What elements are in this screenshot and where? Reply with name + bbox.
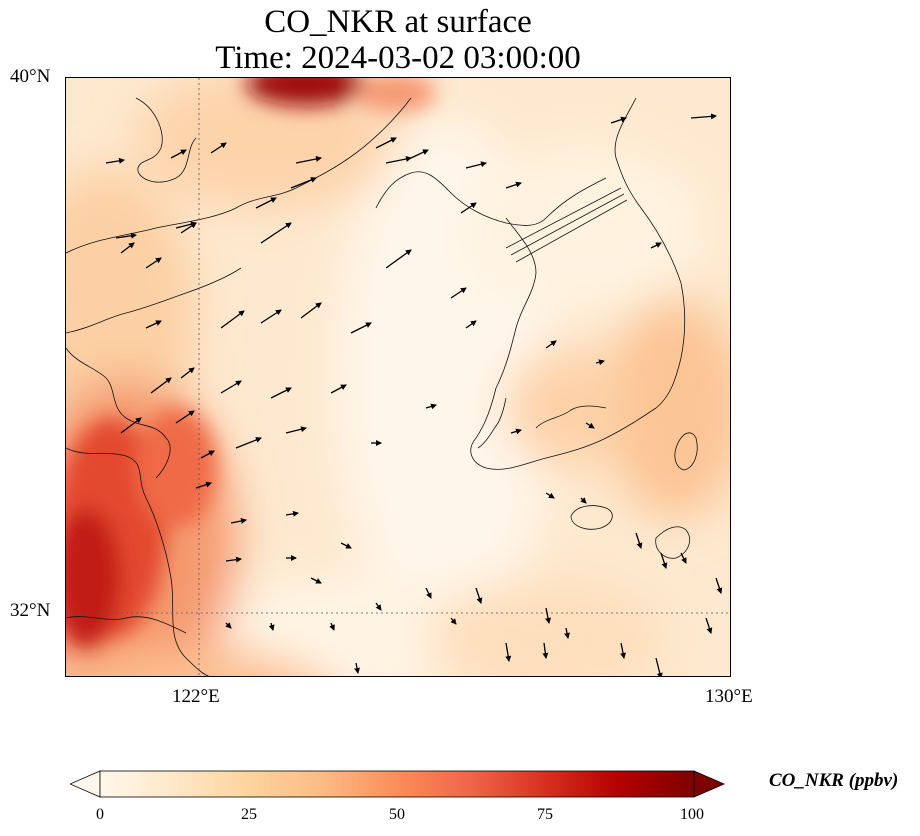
wind-arrow — [145, 257, 162, 269]
wind-arrow — [465, 320, 477, 329]
colorbar-min-extend — [68, 770, 101, 798]
colorbar-tick-25: 25 — [241, 806, 257, 823]
wind-arrow — [175, 410, 195, 424]
wind-arrow — [310, 577, 322, 584]
wind-arrow — [210, 142, 227, 154]
wind-arrow — [375, 602, 382, 611]
wind-arrow — [329, 622, 335, 631]
wind-arrow — [680, 552, 687, 564]
colorbar-tick-100: 100 — [680, 806, 704, 823]
concentration-map — [66, 78, 730, 676]
wind-arrow — [650, 242, 662, 249]
gridlines — [66, 78, 730, 676]
wind-arrow — [715, 577, 723, 594]
colorbar-graphic — [68, 770, 726, 798]
wind-arrow — [564, 627, 570, 639]
wind-arrow — [270, 387, 292, 399]
wind-arrow — [115, 232, 137, 239]
wind-arrow — [620, 642, 626, 659]
wind-arrow — [220, 380, 242, 394]
wind-arrow — [180, 367, 195, 379]
lon-tick-122e: 122°E — [172, 686, 220, 707]
wind-arrow — [120, 417, 142, 434]
wind-arrow — [450, 287, 467, 299]
wind-arrow — [545, 492, 555, 499]
wind-arrow — [655, 657, 663, 676]
wind-arrow — [180, 222, 197, 234]
wind-arrow — [225, 622, 232, 629]
lon-tick-130e: 130°E — [705, 686, 753, 707]
wind-arrow — [105, 157, 125, 164]
wind-arrow — [705, 617, 713, 634]
wind-arrow — [255, 197, 277, 209]
colorbar-tick-75: 75 — [537, 806, 553, 823]
wind-arrow — [340, 542, 352, 549]
wind-arrow — [545, 607, 551, 624]
wind-arrow — [465, 161, 487, 169]
wind-arrow — [542, 642, 549, 659]
wind-arrow — [375, 137, 397, 149]
wind-arrow — [690, 113, 717, 120]
colorbar-title: CO_NKR (ppbv) — [769, 770, 899, 791]
colorbar-tick-50: 50 — [389, 806, 405, 823]
wind-arrow — [220, 310, 245, 329]
map-title-line-1: CO_NKR at surface — [264, 4, 532, 40]
wind-arrow — [260, 309, 282, 324]
colorbar-tick-0: 0 — [96, 806, 104, 823]
wind-vectors — [105, 113, 723, 676]
lat-tick-40n: 40°N — [10, 66, 51, 87]
wind-arrow — [170, 149, 187, 159]
concentration-field — [66, 78, 730, 676]
wind-arrow — [475, 587, 483, 604]
colorbar-max-extend — [693, 770, 726, 798]
wind-arrow — [300, 302, 322, 319]
wind-arrow — [635, 532, 643, 549]
wind-arrow — [285, 426, 307, 434]
wind-arrow — [585, 422, 595, 429]
wind-arrow — [450, 617, 457, 625]
wind-arrow — [510, 428, 522, 435]
wind-arrow — [410, 149, 429, 159]
wind-arrow — [505, 642, 512, 662]
wind-arrow — [195, 481, 212, 489]
wind-arrow — [425, 403, 437, 410]
map-panel[interactable] — [65, 77, 731, 677]
wind-arrow — [545, 340, 557, 349]
wind-arrow — [285, 510, 299, 517]
wind-arrow — [610, 116, 627, 124]
wind-arrow — [350, 322, 372, 334]
wind-arrow — [150, 377, 172, 394]
wind-arrow — [145, 320, 162, 329]
wind-arrow — [225, 556, 242, 563]
colorbar-gradient — [99, 770, 695, 798]
wind-arrow — [330, 384, 347, 394]
wind-arrow — [260, 222, 292, 244]
wind-arrow — [505, 181, 522, 189]
wind-arrow — [425, 587, 432, 599]
wind-arrow — [120, 242, 135, 254]
wind-arrow — [235, 437, 262, 449]
wind-arrow — [290, 177, 317, 189]
wind-arrow — [354, 662, 360, 674]
wind-arrow — [385, 156, 412, 164]
wind-arrow — [268, 622, 275, 631]
wind-arrow — [580, 497, 587, 504]
wind-arrow — [230, 518, 247, 524]
map-title-line-2: Time: 2024-03-02 03:00:00 — [215, 40, 581, 76]
wind-arrow — [595, 359, 605, 366]
wind-arrow — [660, 552, 668, 569]
wind-arrow — [295, 156, 322, 164]
colorbar — [68, 768, 726, 800]
lat-tick-32n: 32°N — [10, 600, 51, 621]
wind-arrow — [460, 202, 477, 214]
wind-arrow — [200, 450, 215, 459]
wind-arrow — [385, 249, 412, 269]
